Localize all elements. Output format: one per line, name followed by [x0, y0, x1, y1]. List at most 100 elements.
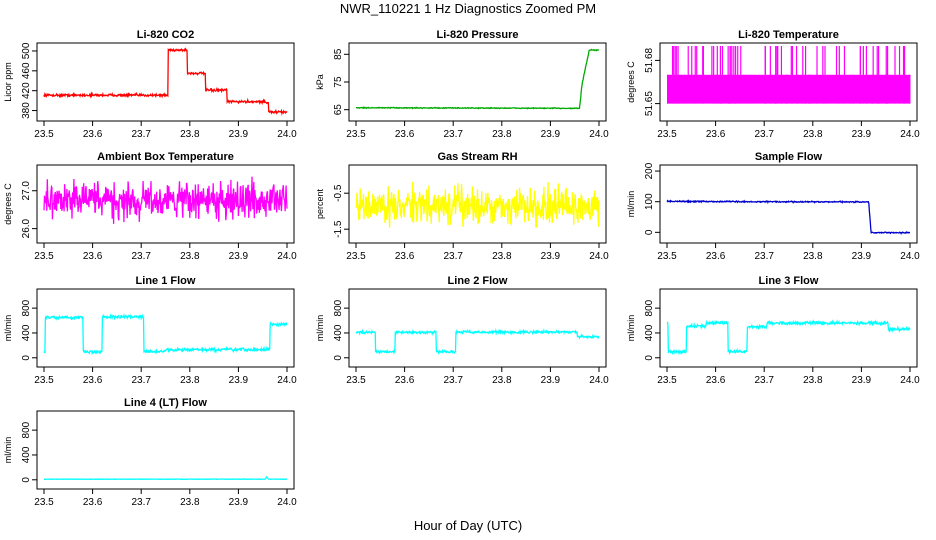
y-tick-label: 0: [21, 355, 32, 361]
y-axis-label: ml/min: [626, 315, 636, 342]
panel-title: Line 1 Flow: [136, 275, 196, 287]
y-tick-label: 420: [21, 82, 32, 99]
y-tick-label: 380: [21, 102, 32, 119]
plot-frame: [36, 164, 295, 244]
x-tick-label: 23.5: [657, 251, 677, 262]
panel-title: Li-820 Pressure: [437, 29, 519, 41]
x-tick-label: 23.7: [443, 129, 463, 140]
y-tick-label: 400: [21, 446, 32, 463]
y-axis-label: Licor ppm: [3, 62, 13, 102]
x-tick-label: 23.8: [803, 375, 823, 386]
x-tick-label: 24.0: [277, 129, 297, 140]
y-axis-label: percent: [315, 188, 325, 219]
x-tick-label: 23.7: [754, 251, 774, 262]
panel-title: Li-820 CO2: [137, 29, 194, 41]
x-tick-label: 23.6: [706, 375, 726, 386]
y-tick-label: 500: [21, 42, 32, 59]
series-band: [667, 74, 910, 104]
x-tick-label: 23.7: [131, 375, 151, 386]
figure-x-axis-label: Hour of Day (UTC): [413, 518, 523, 533]
x-tick-label: 23.9: [229, 375, 249, 386]
x-tick-label: 23.7: [131, 251, 151, 262]
x-tick-label: 23.6: [395, 129, 415, 140]
x-tick-label: 23.5: [657, 375, 677, 386]
plot-frame: [36, 42, 295, 122]
x-tick-label: 24.0: [589, 375, 609, 386]
x-tick-label: 24.0: [277, 251, 297, 262]
y-axis-label: ml/min: [3, 315, 13, 342]
y-axis-label: ml/min: [626, 191, 636, 218]
series-line: [43, 313, 288, 356]
x-tick-label: 24.0: [900, 375, 920, 386]
y-tick-label: 200: [644, 162, 655, 179]
x-tick-label: 23.9: [541, 129, 561, 140]
x-tick-label: 23.5: [34, 497, 54, 508]
x-tick-label: 23.7: [131, 129, 151, 140]
x-tick-label: 23.9: [229, 129, 249, 140]
panel-title: Line 4 (LT) Flow: [124, 397, 207, 409]
y-tick-label: 65: [333, 104, 344, 116]
x-tick-label: 23.9: [852, 129, 872, 140]
panel-7: Line 1 Flow 23.5 23.6 23.7 23.8 23.9 24.0 0 400 8…: [3, 275, 297, 386]
x-tick-label: 23.5: [346, 375, 366, 386]
x-tick-label: 23.5: [34, 375, 54, 386]
x-tick-label: 23.8: [492, 375, 512, 386]
figure-title: NWR_110221 1 Hz Diagnostics Zoomed PM: [339, 1, 597, 16]
series-line: [43, 176, 288, 224]
y-tick-label: 460: [21, 62, 32, 79]
y-axis-label: ml/min: [3, 437, 13, 464]
series-line: [44, 475, 288, 481]
y-tick-label: 51.65: [644, 91, 655, 116]
x-tick-label: 23.6: [706, 129, 726, 140]
series-line: [666, 199, 911, 235]
x-tick-label: 23.5: [346, 129, 366, 140]
x-tick-label: 23.9: [541, 251, 561, 262]
panel-5: Gas Stream RH 23.5 23.6 23.7 23.8 23.9 24.0 -1.…: [315, 151, 609, 262]
panel-title: Line 3 Flow: [759, 275, 819, 287]
series-line: [666, 318, 911, 356]
y-axis-label: ml/min: [315, 315, 325, 342]
panel-6: Sample Flow 23.5 23.6 23.7 23.8 23.9 24.0 0 100 2…: [626, 151, 920, 262]
x-tick-label: 23.5: [34, 129, 54, 140]
x-tick-label: 23.7: [443, 375, 463, 386]
x-tick-label: 23.8: [803, 251, 823, 262]
panel-title: Ambient Box Temperature: [97, 151, 234, 163]
panel-title: Gas Stream RH: [437, 151, 517, 163]
y-tick-label: 0: [333, 355, 344, 361]
x-tick-label: 23.7: [754, 129, 774, 140]
x-tick-label: 24.0: [589, 129, 609, 140]
plot-frame: [36, 410, 295, 490]
plot-frame: [348, 288, 607, 368]
x-tick-label: 23.9: [229, 497, 249, 508]
x-tick-label: 24.0: [900, 129, 920, 140]
y-tick-label: 0: [644, 355, 655, 361]
series-line: [355, 181, 600, 228]
y-tick-label: 0: [644, 229, 655, 235]
x-tick-label: 23.8: [492, 129, 512, 140]
x-tick-label: 23.8: [180, 375, 200, 386]
x-tick-label: 23.6: [395, 375, 415, 386]
x-tick-label: 23.7: [131, 497, 151, 508]
series-line: [355, 48, 600, 110]
plot-frame: [348, 164, 607, 244]
y-tick-label: 800: [21, 421, 32, 438]
plot-frame: [659, 42, 918, 122]
x-tick-label: 24.0: [900, 251, 920, 262]
panel-title: Li-820 Temperature: [738, 29, 839, 41]
y-tick-label: 0: [21, 477, 32, 483]
x-tick-label: 23.9: [852, 251, 872, 262]
y-tick-label: -0.5: [333, 184, 344, 202]
x-tick-label: 23.8: [803, 129, 823, 140]
x-tick-label: 23.6: [395, 251, 415, 262]
x-tick-label: 23.6: [706, 251, 726, 262]
x-tick-label: 24.0: [589, 251, 609, 262]
x-tick-label: 24.0: [277, 497, 297, 508]
y-tick-label: 26.0: [21, 218, 32, 238]
x-tick-label: 23.6: [83, 497, 103, 508]
x-tick-label: 23.5: [346, 251, 366, 262]
y-tick-label: 400: [333, 324, 344, 341]
x-tick-label: 23.5: [657, 129, 677, 140]
x-tick-label: 23.8: [492, 251, 512, 262]
series-line: [355, 328, 600, 356]
